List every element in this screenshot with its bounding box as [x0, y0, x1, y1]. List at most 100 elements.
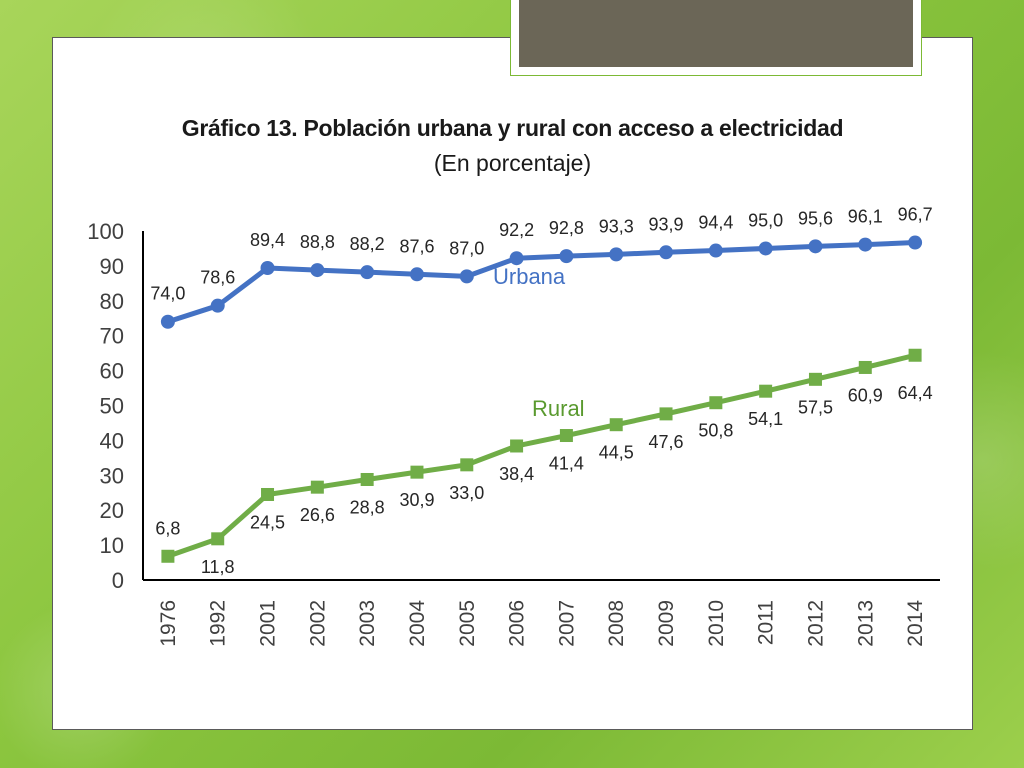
- y-tick-label: 10: [100, 533, 124, 558]
- urbana-data-label: 93,3: [599, 216, 634, 236]
- y-tick-label: 20: [100, 498, 124, 523]
- urbana-data-label: 96,1: [848, 207, 883, 227]
- y-tick-label: 100: [87, 219, 124, 244]
- y-tick-label: 30: [100, 463, 124, 488]
- rural-data-label: 60,9: [848, 385, 883, 405]
- urbana-data-point: [758, 241, 773, 256]
- urbana-data-label: 88,8: [300, 232, 335, 252]
- rural-data-label: 41,4: [549, 454, 584, 474]
- x-tick-label: 2014: [904, 600, 927, 647]
- rural-data-label: 44,5: [599, 443, 634, 463]
- rural-data-point: [360, 472, 374, 486]
- rural-data-point: [261, 487, 275, 501]
- rural-data-label: 54,1: [748, 409, 783, 429]
- chart-title: Gráfico 13. Población urbana y rural con…: [181, 115, 844, 141]
- y-tick-label: 80: [100, 289, 124, 314]
- rural-data-point: [858, 360, 872, 374]
- rural-data-point: [559, 429, 573, 443]
- x-tick-label: 2010: [705, 600, 728, 647]
- rural-data-point: [659, 407, 673, 421]
- urbana-data-point: [808, 239, 823, 254]
- title-placeholder-tab: [510, 0, 922, 76]
- urbana-data-label: 89,4: [250, 230, 285, 250]
- urbana-data-point: [210, 298, 225, 313]
- x-tick-label: 2009: [655, 600, 678, 647]
- rural-data-label: 28,8: [350, 497, 385, 517]
- x-tick-label: 2001: [257, 600, 280, 647]
- rural-series-line: [167, 352, 916, 559]
- urbana-data-label: 87,6: [399, 236, 434, 256]
- urbana-data-label: 74,0: [150, 284, 185, 304]
- rural-data-label: 6,8: [155, 518, 180, 538]
- y-tick-label: 50: [100, 394, 124, 419]
- x-tick-label: 2006: [506, 600, 529, 647]
- rural-data-label: 30,9: [399, 490, 434, 510]
- urbana-data-point: [409, 267, 424, 282]
- rural-data-point: [908, 348, 922, 362]
- rural-data-label: 64,4: [898, 383, 933, 403]
- urbana-data-label: 93,9: [649, 214, 684, 234]
- rural-series-label: Rural: [532, 396, 585, 421]
- urbana-data-label: 96,7: [898, 205, 933, 225]
- rural-data-point: [460, 458, 474, 472]
- urbana-data-point: [609, 247, 624, 262]
- urbana-data-label: 92,2: [499, 220, 534, 240]
- urbana-data-label: 94,4: [698, 213, 733, 233]
- urbana-data-point: [858, 237, 873, 252]
- rural-data-label: 24,5: [250, 512, 285, 532]
- x-tick-label: 2002: [306, 600, 329, 647]
- y-tick-label: 0: [112, 568, 124, 593]
- x-tick-label: 2004: [406, 600, 429, 647]
- urbana-data-point: [160, 314, 175, 329]
- x-tick-label: 2011: [755, 600, 778, 645]
- urbana-data-label: 95,0: [748, 210, 783, 230]
- urbana-series-label: Urbana: [493, 264, 566, 289]
- rural-data-label: 33,0: [449, 483, 484, 503]
- urbana-data-point: [559, 249, 574, 264]
- rural-data-point: [808, 372, 822, 386]
- rural-data-label: 38,4: [499, 464, 534, 484]
- rural-data-label: 26,6: [300, 505, 335, 525]
- urbana-data-label: 95,6: [798, 208, 833, 228]
- rural-data-label: 57,5: [798, 397, 833, 417]
- urbana-data-label: 88,2: [350, 234, 385, 254]
- x-tick-label: 1992: [207, 600, 230, 647]
- urbana-data-point: [360, 265, 375, 280]
- x-tick-label: 2008: [605, 600, 628, 647]
- rural-data-label: 50,8: [698, 421, 733, 441]
- x-tick-label: 2013: [854, 600, 877, 647]
- title-placeholder-fill: [519, 0, 913, 67]
- urbana-data-label: 78,6: [200, 268, 235, 288]
- urbana-data-point: [908, 235, 923, 250]
- y-tick-label: 40: [100, 428, 124, 453]
- rural-data-label: 11,8: [201, 557, 235, 577]
- y-tick-label: 90: [100, 254, 124, 279]
- x-tick-label: 2003: [356, 600, 379, 647]
- y-tick-label: 70: [100, 324, 124, 349]
- rural-data-point: [161, 549, 175, 563]
- rural-data-point: [759, 384, 773, 398]
- urbana-data-label: 87,0: [449, 238, 484, 258]
- chart-subtitle: (En porcentaje): [433, 150, 592, 176]
- rural-data-point: [211, 532, 225, 546]
- urbana-data-point: [509, 251, 524, 266]
- rural-data-point: [609, 418, 623, 432]
- x-tick-label: 2005: [456, 600, 479, 647]
- rural-data-point: [510, 439, 524, 453]
- urbana-data-point: [310, 263, 325, 278]
- x-tick-label: 2007: [555, 600, 578, 647]
- rural-data-point: [310, 480, 324, 494]
- urbana-series-line: [167, 240, 916, 325]
- rural-data-point: [709, 396, 723, 410]
- x-tick-label: 1976: [157, 600, 180, 647]
- rural-data-label: 47,6: [649, 432, 684, 452]
- urbana-data-point: [260, 260, 275, 275]
- urbana-data-label: 92,8: [549, 218, 584, 238]
- rural-data-point: [410, 465, 424, 479]
- urbana-data-point: [459, 269, 474, 284]
- urbana-data-point: [708, 243, 723, 258]
- y-tick-label: 60: [100, 359, 124, 384]
- urbana-data-point: [659, 245, 674, 260]
- x-tick-label: 2012: [804, 600, 827, 647]
